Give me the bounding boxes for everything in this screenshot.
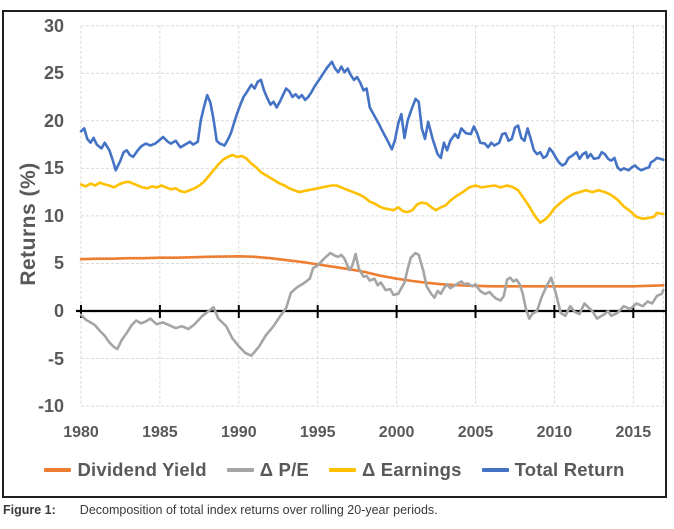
y-tick-label: -10 [37,396,64,417]
x-tick-label: 2015 [615,424,652,441]
figure-caption-label: Figure 1: [3,503,56,517]
legend-item-total-return: Total Return [481,459,625,481]
x-tick-label: 1985 [142,424,178,441]
x-tick-label: 1990 [221,424,257,441]
figure-caption: Figure 1: Decomposition of total index re… [3,503,671,517]
x-tick-label: 2010 [536,424,573,441]
x-tick-label: 1980 [63,424,99,441]
y-tick-label: 25 [43,63,64,84]
y-tick-label: 5 [53,253,64,274]
y-tick-label: 10 [43,205,64,226]
legend-item-dividend-yield: Dividend Yield [44,459,207,481]
legend-swatch-icon [226,468,254,472]
figure-caption-text: Decomposition of total index returns ove… [79,503,438,517]
chart-legend: Dividend Yield Δ P/E Δ Earnings Total Retur… [2,459,667,481]
x-tick-label: 2000 [378,424,415,441]
legend-label: Δ Earnings [361,459,462,480]
y-tick-label: 0 [53,301,64,321]
legend-label: Total Return [514,459,625,480]
x-tick-label: 1995 [299,424,336,441]
legend-item--earnings: Δ Earnings [328,459,462,481]
y-tick-label: -5 [47,348,64,369]
legend-swatch-icon [328,468,356,472]
y-tick-label: 30 [43,15,64,36]
x-tick-label: 2005 [457,424,494,441]
legend-label: Dividend Yield [77,459,207,480]
legend-item--p-e: Δ P/E [226,459,309,481]
legend-swatch-icon [481,468,509,472]
legend-label: Δ P/E [259,459,309,480]
y-tick-label: 15 [43,158,64,179]
legend-swatch-icon [44,468,72,472]
y-tick-label: 20 [43,110,64,131]
